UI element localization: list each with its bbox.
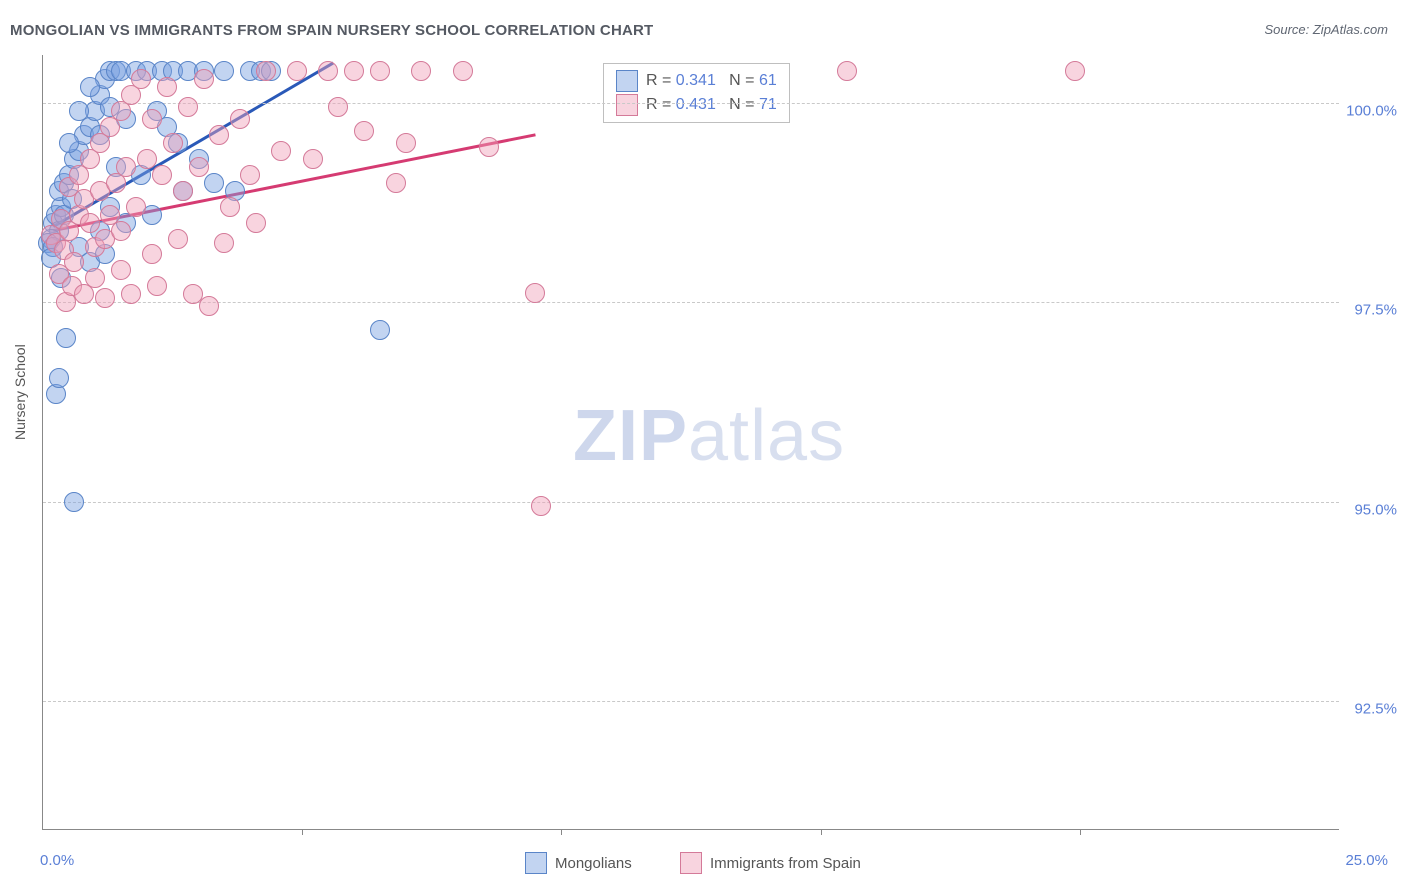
point-spain [396, 133, 416, 153]
point-spain [178, 97, 198, 117]
point-spain [95, 288, 115, 308]
point-mongolians [64, 492, 84, 512]
x-axis-label-max: 25.0% [1345, 852, 1388, 869]
point-spain [157, 77, 177, 97]
grid-line [43, 103, 1339, 104]
x-axis-label-min: 0.0% [40, 852, 74, 869]
y-tick-label: 97.5% [1354, 302, 1397, 319]
point-spain [220, 197, 240, 217]
y-tick-label: 95.0% [1354, 501, 1397, 518]
grid-line [43, 302, 1339, 303]
y-tick-label: 100.0% [1346, 102, 1397, 119]
point-spain [271, 141, 291, 161]
correlation-legend: R = 0.341 N = 61 R = 0.431 N = 71 [603, 63, 790, 123]
point-spain [411, 61, 431, 81]
point-spain [152, 165, 172, 185]
x-tick [821, 829, 822, 835]
x-tick [1080, 829, 1081, 835]
legend-stats: R = 0.341 N = 61 [646, 72, 777, 90]
point-spain [328, 97, 348, 117]
point-spain [189, 157, 209, 177]
scatter-plot-area: ZIPatlas R = 0.341 N = 61R = 0.431 N = 7… [42, 55, 1339, 830]
point-spain [142, 244, 162, 264]
point-spain [85, 268, 105, 288]
legend-swatch [616, 70, 638, 92]
point-spain [194, 69, 214, 89]
grid-line [43, 701, 1339, 702]
point-mongolians [204, 173, 224, 193]
point-spain [318, 61, 338, 81]
point-spain [344, 61, 364, 81]
point-mongolians [69, 101, 89, 121]
point-spain [240, 165, 260, 185]
point-spain [256, 61, 276, 81]
point-spain [121, 284, 141, 304]
point-spain [479, 137, 499, 157]
y-tick-label: 92.5% [1354, 701, 1397, 718]
point-spain [1065, 61, 1085, 81]
y-axis-title: Nursery School [12, 344, 28, 440]
point-spain [230, 109, 250, 129]
point-spain [214, 233, 234, 253]
x-tick [561, 829, 562, 835]
point-spain [131, 69, 151, 89]
point-spain [116, 157, 136, 177]
point-mongolians [370, 320, 390, 340]
point-spain [142, 109, 162, 129]
legend-swatch [525, 852, 547, 874]
point-spain [183, 284, 203, 304]
point-spain [354, 121, 374, 141]
point-spain [137, 149, 157, 169]
point-mongolians [49, 368, 69, 388]
point-mongolians [80, 77, 100, 97]
point-spain [209, 125, 229, 145]
point-mongolians [59, 133, 79, 153]
bottom-legend-item: Mongolians [525, 852, 632, 874]
point-spain [370, 61, 390, 81]
legend-label: Immigrants from Spain [710, 855, 861, 872]
point-spain [80, 213, 100, 233]
legend-swatch [616, 94, 638, 116]
source-attribution: Source: ZipAtlas.com [1264, 22, 1388, 37]
point-mongolians [56, 328, 76, 348]
point-spain [287, 61, 307, 81]
point-mongolians [214, 61, 234, 81]
point-spain [531, 496, 551, 516]
legend-swatch [680, 852, 702, 874]
point-spain [168, 229, 188, 249]
chart-title: MONGOLIAN VS IMMIGRANTS FROM SPAIN NURSE… [10, 22, 653, 39]
legend-row: R = 0.341 N = 61 [616, 70, 777, 92]
point-spain [126, 197, 146, 217]
point-spain [173, 181, 193, 201]
x-tick [302, 829, 303, 835]
point-spain [386, 173, 406, 193]
point-spain [111, 221, 131, 241]
point-spain [246, 213, 266, 233]
point-spain [163, 133, 183, 153]
point-spain [453, 61, 473, 81]
point-spain [303, 149, 323, 169]
grid-line [43, 502, 1339, 503]
bottom-legend-item: Immigrants from Spain [680, 852, 861, 874]
legend-stats: R = 0.431 N = 71 [646, 96, 777, 114]
point-spain [525, 283, 545, 303]
legend-label: Mongolians [555, 855, 632, 872]
point-spain [111, 260, 131, 280]
point-spain [837, 61, 857, 81]
point-spain [147, 276, 167, 296]
legend-row: R = 0.431 N = 71 [616, 94, 777, 116]
trend-lines-layer [43, 55, 1339, 829]
